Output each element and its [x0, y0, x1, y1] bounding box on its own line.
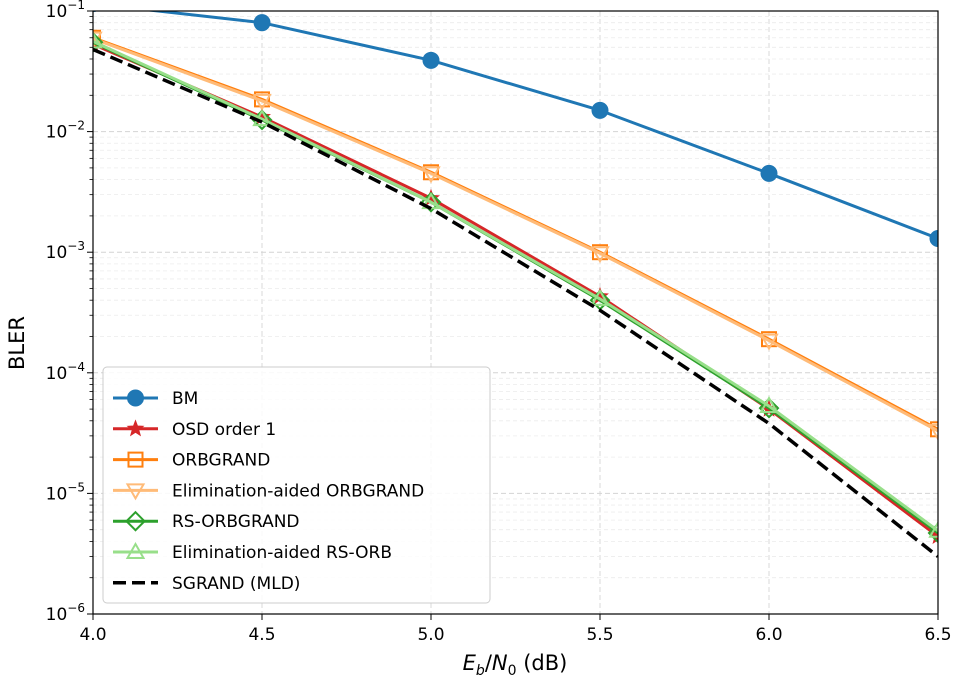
- y-tick-exponent: −5: [67, 480, 85, 494]
- series-elimination-aided-rs-orb: [93, 31, 938, 538]
- x-axis-label: Eb/N0 (dB): [463, 651, 568, 679]
- y-tick-label: 10−4: [46, 360, 85, 384]
- series-bm: [93, 11, 938, 247]
- legend-label: SGRAND (MLD): [172, 574, 300, 594]
- legend-marker: [125, 483, 146, 501]
- y-tick-exponent: −4: [67, 360, 85, 374]
- x-label-e-subscript: b: [476, 663, 485, 679]
- data-point: [928, 520, 938, 538]
- y-tick-label: 10−5: [46, 480, 85, 504]
- x-tick-label: 6.0: [755, 625, 782, 645]
- y-tick-base: 10: [46, 364, 68, 384]
- y-tick-label: 10−2: [46, 119, 85, 143]
- x-tick-label: 4.0: [79, 625, 106, 645]
- data-point: [93, 31, 103, 49]
- y-tick-exponent: −1: [67, 0, 85, 12]
- y-tick-base: 10: [46, 123, 68, 143]
- data-point: [253, 14, 271, 32]
- data-point: [93, 11, 98, 13]
- y-tick-base: 10: [46, 605, 68, 625]
- x-label-n: N: [492, 651, 508, 675]
- y-tick-exponent: −6: [67, 601, 85, 615]
- y-tick-label: 10−6: [46, 601, 85, 625]
- series-line: [93, 47, 938, 558]
- series-line: [93, 37, 938, 433]
- series-clip-group: [93, 11, 938, 558]
- data-point: [759, 333, 779, 351]
- plot-frame: [92, 10, 939, 615]
- ticks: 4.0 4.5 5.0 5.5 6.0 6.510−110−210−310−410−510…: [46, 0, 952, 645]
- y-tick-exponent: −2: [67, 119, 85, 133]
- data-point: [252, 93, 272, 111]
- legend-box: [102, 366, 491, 604]
- legend-marker: [126, 419, 145, 437]
- data-point: [761, 331, 777, 348]
- data-point: [590, 288, 610, 306]
- data-point: [759, 396, 779, 414]
- legend-marker: [125, 510, 146, 532]
- legend-label: Elimination-aided RS-ORB: [172, 543, 392, 563]
- legend-label: Elimination-aided ORBGRAND: [172, 481, 424, 501]
- y-tick-base: 10: [46, 2, 68, 22]
- data-point: [93, 31, 104, 53]
- data-point: [592, 244, 608, 261]
- y-tick-label: 10−3: [46, 239, 85, 263]
- x-tick-label: 6.5: [924, 625, 951, 645]
- data-point: [758, 397, 780, 419]
- data-point: [929, 229, 938, 247]
- legend-marker: [127, 389, 144, 407]
- data-point: [927, 522, 938, 544]
- x-label-unit: (dB): [517, 651, 568, 675]
- series-line: [93, 40, 938, 532]
- data-point: [422, 51, 440, 69]
- x-tick-label: 4.5: [248, 625, 275, 645]
- data-point: [591, 101, 609, 119]
- legend-label: BM: [172, 389, 198, 409]
- x-label-e: E: [463, 651, 477, 675]
- data-point: [930, 421, 938, 438]
- series-line: [144, 11, 938, 240]
- y-tick-base: 10: [46, 484, 68, 504]
- y-tick-exponent: −3: [67, 239, 85, 253]
- y-axis-label: BLER: [5, 316, 29, 370]
- data-point: [590, 246, 610, 264]
- data-point: [421, 166, 441, 184]
- y-tick-base: 10: [46, 243, 68, 263]
- data-point: [252, 109, 272, 127]
- y-tick-label: 10−1: [46, 0, 85, 22]
- data-point: [760, 164, 778, 182]
- x-tick-label: 5.0: [417, 625, 444, 645]
- legend-marker: [127, 451, 144, 468]
- x-tick-label: 5.5: [586, 625, 613, 645]
- x-label-n-subscript: 0: [508, 663, 517, 679]
- legend-label: OSD order 1: [172, 420, 276, 440]
- legend-marker: [125, 541, 146, 559]
- legend-label: RS-ORBGRAND: [172, 512, 300, 532]
- data-point: [93, 29, 101, 46]
- series-layer: [93, 11, 938, 558]
- legend-label: ORBGRAND: [172, 451, 270, 471]
- series-sgrand-mld: [93, 47, 938, 558]
- data-point: [928, 423, 938, 441]
- x-label-slash: /: [485, 651, 493, 675]
- legend: BM OSD order 1 ORBGRAND Elimination-aided O…: [102, 366, 491, 604]
- data-point: [423, 164, 439, 181]
